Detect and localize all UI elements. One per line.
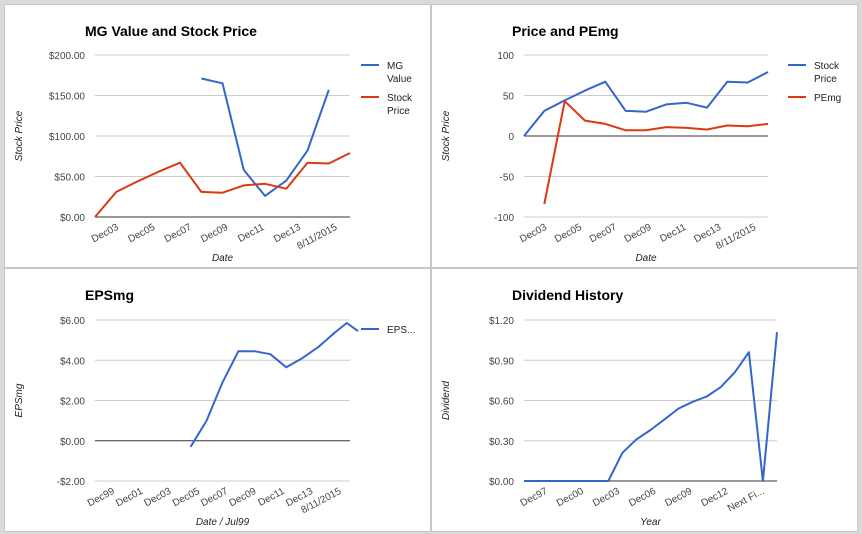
series-line-1 [189,322,359,448]
y-tick-label: $2.00 [60,397,85,408]
y-tick-label: -$2.00 [57,477,86,488]
x-tick-label: Dec07 [163,222,194,245]
x-tick-label: 8/11/2015 [295,222,339,252]
chart-title: MG Value and Stock Price [85,23,257,39]
y-tick-label: $100.00 [49,132,86,143]
x-tick-label: Dec11 [658,222,688,245]
x-tick-label: Dec06 [627,486,658,509]
legend-label: Price [814,74,837,85]
legend-label: Price [387,106,410,117]
x-tick-label: Dec03 [143,486,174,509]
x-axis-label: Date [635,253,657,264]
x-tick-label: Dec05 [171,486,202,509]
x-tick-label: Next Fi... [726,486,766,514]
x-axis-label: Year [640,517,661,528]
x-tick-label: Dec05 [553,222,584,245]
x-tick-label: Dec99 [86,486,117,509]
legend-label: Value [387,74,412,85]
legend-label: Stock [387,93,413,104]
x-tick-label: Dec00 [555,486,586,509]
series-line-1 [201,77,330,197]
chart-title: Price and PEmg [512,23,619,39]
series-line-1 [524,332,778,482]
y-tick-label: $0.30 [489,437,514,448]
y-axis-label: EPSmg [14,383,25,417]
y-tick-label: $0.60 [489,397,514,408]
y-tick-label: $50.00 [54,173,85,184]
y-tick-label: 0 [508,132,514,143]
y-tick-label: $4.00 [60,356,85,367]
x-tick-label: Dec03 [518,222,549,245]
series-line-2 [94,152,351,218]
y-tick-label: -50 [500,173,515,184]
chart-panel-dividend-history: Dividend History $0.00 $0.30 $0.60 $0.90 $1.2… [431,268,858,532]
x-tick-label: Dec09 [623,222,654,245]
x-tick-label: Dec07 [588,222,619,245]
y-tick-label: 100 [497,51,514,62]
x-tick-label: Dec09 [199,222,230,245]
chart-title: EPSmg [85,287,134,303]
y-tick-label: 50 [503,92,515,103]
y-tick-label: $0.00 [60,213,85,224]
chart-panel-mg-value: MG Value and Stock Price $0.00 $50.00 $100.… [4,4,431,268]
x-tick-label: Dec01 [114,486,145,509]
y-tick-label: $1.20 [489,316,514,327]
legend-label: PEmg [814,93,841,104]
x-tick-label: Dec03 [591,486,622,509]
chart-dividend-history: Dividend History $0.00 $0.30 $0.60 $0.90 $1.2… [441,287,778,528]
legend-label: EPS... [387,325,415,336]
x-axis-label: Date [212,253,234,264]
x-tick-label: Dec09 [228,486,259,509]
x-tick-label: Dec07 [199,486,230,509]
x-tick-label: Dec11 [236,222,266,245]
y-tick-label: $0.00 [489,477,514,488]
y-axis-label: Dividend [441,381,452,420]
chart-panel-epsmg: EPSmg -$2.00 $0.00 $2.00 $4.00 $6.00 Dec99 Dec0… [4,268,431,532]
y-tick-label: $150.00 [49,92,86,103]
x-tick-label: Dec97 [519,486,550,509]
x-tick-label: Dec03 [90,222,121,245]
y-axis-label: Stock Price [14,110,25,161]
chart-epsmg: EPSmg-$2.00$0.00$2.00$4.00$6.00Dec99Dec0… [14,287,415,528]
y-tick-label: $200.00 [49,51,86,62]
chart-title: Dividend History [512,287,623,303]
x-tick-label: 8/11/2015 [714,222,758,252]
chart-mg-value-stock-price: MG Value and Stock Price $0.00 $50.00 $100.… [14,23,413,264]
x-axis-label: Date / Jul99 [196,517,250,528]
x-tick-label: Dec09 [663,486,694,509]
y-tick-label: -100 [494,213,514,224]
legend-label: MG [387,61,403,72]
y-tick-label: $0.90 [489,356,514,367]
y-tick-label: $0.00 [60,437,85,448]
legend-label: Stock [814,61,840,72]
y-tick-label: $6.00 [60,316,85,327]
y-axis-label: Stock Price [441,110,452,161]
chart-panel-price-pemg: Price and PEmg -100 -50 0 50 100 Dec03 Dec05 Dec… [431,4,858,268]
x-tick-label: Dec11 [257,486,287,509]
x-tick-label: Dec05 [126,222,157,245]
series-line-2 [543,100,769,205]
